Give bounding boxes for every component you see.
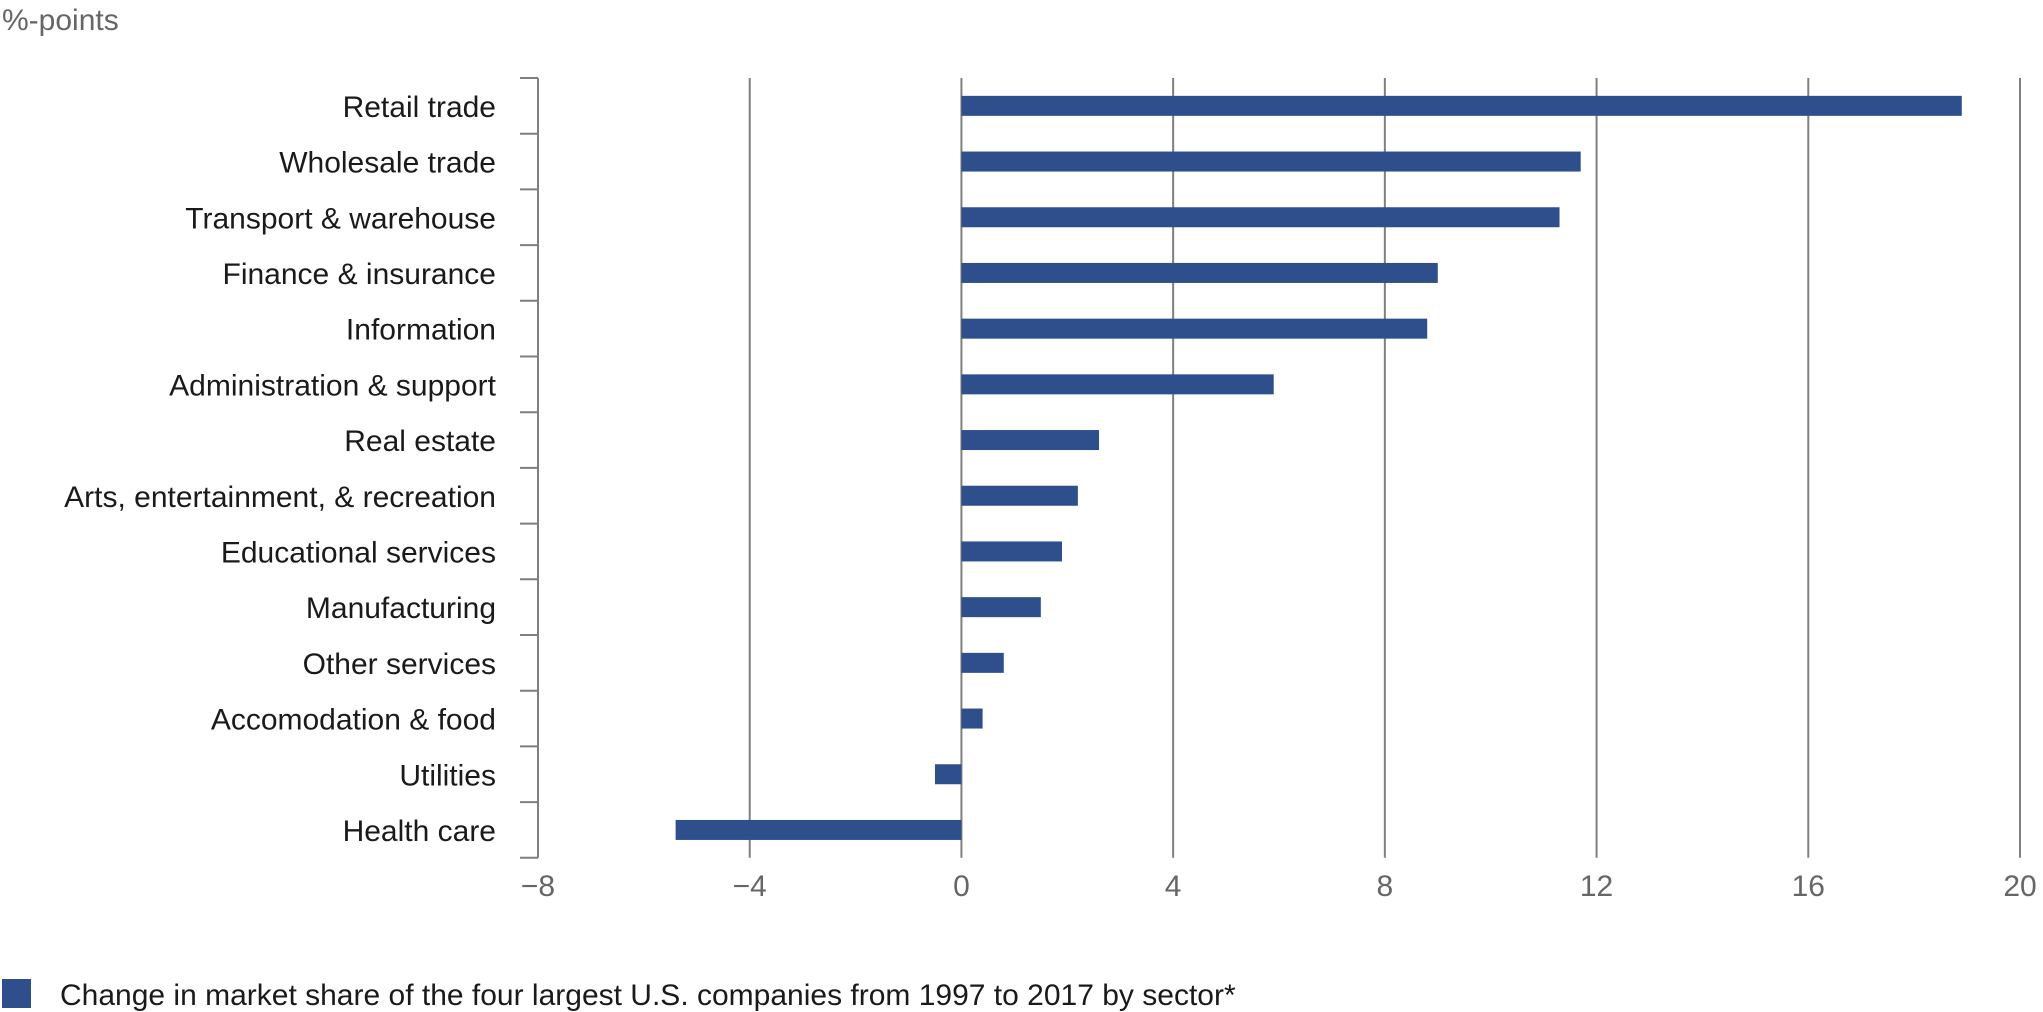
bar-information — [961, 318, 1428, 339]
category-axis: Retail trade Wholesale trade Transport & w… — [64, 77, 539, 859]
category-label: Arts, entertainment, & recreation — [64, 481, 496, 514]
category-label: Utilities — [399, 759, 496, 792]
x-tick-label: 4 — [1165, 870, 1182, 903]
category-label: Accomodation & food — [211, 704, 496, 737]
x-tick-label: −4 — [733, 870, 767, 903]
grid-lines — [748, 78, 2021, 858]
bar-real-estate — [961, 430, 1100, 451]
x-tick-label: 0 — [953, 870, 970, 903]
bar-other-services — [961, 652, 1004, 673]
bar-transport-warehouse — [961, 207, 1560, 228]
category-label: Manufacturing — [306, 592, 496, 625]
unit-label: %-points — [2, 4, 119, 37]
bar-wholesale-trade — [961, 151, 1581, 172]
legend-label: Change in market share of the four large… — [60, 979, 1236, 1012]
bar-manufacturing — [961, 597, 1041, 618]
category-label: Administration & support — [169, 369, 496, 402]
legend: Change in market share of the four large… — [2, 979, 1236, 1012]
category-label: Wholesale trade — [279, 147, 496, 180]
x-tick-label: 20 — [2003, 870, 2036, 903]
legend-swatch — [2, 979, 31, 1008]
category-label: Finance & insurance — [223, 258, 497, 291]
category-label: Retail trade — [343, 91, 496, 124]
category-label: Transport & warehouse — [185, 202, 496, 235]
bars — [675, 95, 1962, 840]
category-label: Information — [346, 314, 496, 347]
category-label: Health care — [343, 815, 496, 848]
category-label: Real estate — [344, 425, 496, 458]
bar-health-care — [675, 819, 962, 840]
x-tick-label: 16 — [1792, 870, 1825, 903]
bar-educational-services — [961, 541, 1062, 562]
bar-retail-trade — [961, 95, 1962, 116]
x-axis-ticks: −8 −4 0 4 8 12 16 20 — [521, 870, 2037, 903]
bar-finance-insurance — [961, 262, 1438, 283]
x-tick-label: 12 — [1580, 870, 1613, 903]
bar-utilities — [934, 764, 962, 785]
x-tick-label: 8 — [1377, 870, 1394, 903]
category-label: Other services — [303, 648, 496, 681]
bar-administration-support — [961, 374, 1274, 395]
bar-arts-entertainment-recreation — [961, 485, 1078, 506]
category-label: Educational services — [221, 536, 496, 569]
x-tick-label: −8 — [521, 870, 555, 903]
bar-accomodation-food — [961, 708, 983, 729]
